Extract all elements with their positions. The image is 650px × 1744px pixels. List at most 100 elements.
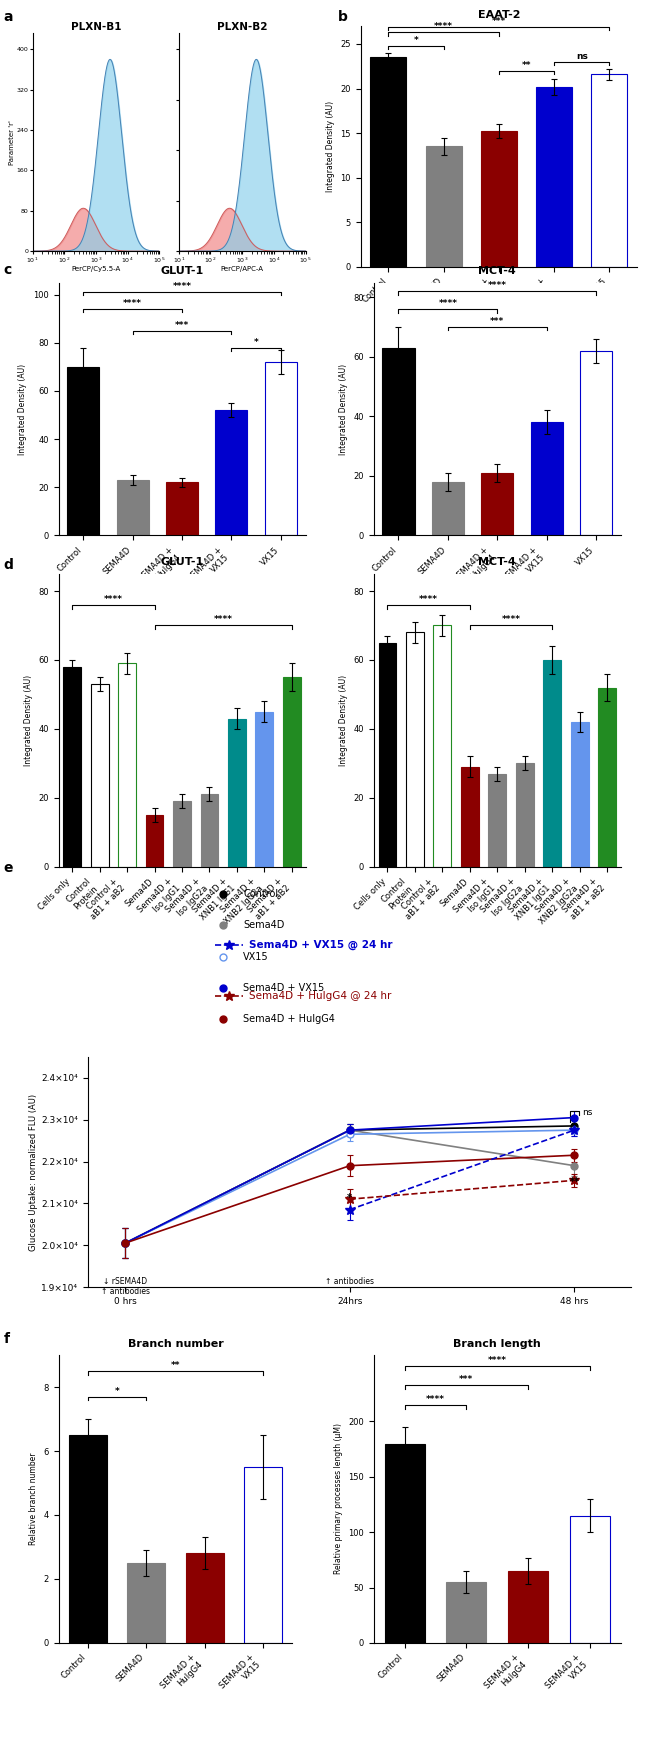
X-axis label: PerCP/Cy5.5-A: PerCP/Cy5.5-A bbox=[72, 267, 120, 272]
Bar bbox=[508, 1571, 548, 1643]
Text: *: * bbox=[254, 338, 259, 347]
Y-axis label: Parameter 'r': Parameter 'r' bbox=[9, 120, 15, 164]
Text: a: a bbox=[3, 10, 13, 24]
Bar bbox=[592, 75, 627, 267]
Bar bbox=[116, 480, 149, 535]
Text: ***: *** bbox=[460, 1374, 473, 1383]
Bar bbox=[200, 794, 218, 867]
Text: ****: **** bbox=[214, 616, 233, 624]
Text: d: d bbox=[3, 558, 13, 572]
Bar bbox=[426, 146, 461, 267]
Text: **: ** bbox=[522, 61, 531, 70]
Bar bbox=[146, 814, 164, 867]
Y-axis label: Integrated Density (AU): Integrated Density (AU) bbox=[339, 363, 348, 455]
Text: ****: **** bbox=[123, 298, 142, 309]
Title: GLUT-1: GLUT-1 bbox=[161, 558, 203, 567]
Bar bbox=[382, 349, 415, 535]
Text: *: * bbox=[347, 1193, 352, 1203]
Text: ****: **** bbox=[501, 616, 521, 624]
Bar bbox=[488, 774, 506, 867]
Text: *: * bbox=[413, 37, 419, 45]
Text: ns: ns bbox=[582, 1107, 592, 1116]
Text: ****: **** bbox=[488, 1357, 507, 1366]
Bar bbox=[127, 1563, 165, 1643]
Y-axis label: Integrated Density (AU): Integrated Density (AU) bbox=[339, 675, 348, 766]
Bar bbox=[406, 633, 424, 867]
Bar bbox=[255, 712, 273, 867]
Text: ***: *** bbox=[175, 321, 189, 330]
Bar bbox=[215, 410, 248, 535]
Y-axis label: Integrated Density (AU): Integrated Density (AU) bbox=[23, 675, 32, 766]
Text: ***: *** bbox=[490, 317, 504, 326]
Text: Sema4D + VX15: Sema4D + VX15 bbox=[243, 984, 324, 992]
Y-axis label: Integrated Density (AU): Integrated Density (AU) bbox=[18, 363, 27, 455]
Title: EAAT-2: EAAT-2 bbox=[478, 10, 520, 19]
Bar bbox=[385, 1444, 424, 1643]
Text: ****: **** bbox=[104, 595, 123, 603]
Bar bbox=[543, 659, 561, 867]
Title: PLXN-B2: PLXN-B2 bbox=[217, 23, 267, 33]
Bar bbox=[228, 719, 246, 867]
Text: *: * bbox=[114, 1386, 120, 1395]
Bar bbox=[69, 1435, 107, 1643]
Bar bbox=[580, 351, 612, 535]
Bar bbox=[570, 1516, 610, 1643]
Bar bbox=[481, 131, 517, 267]
Text: ****: **** bbox=[426, 1395, 445, 1404]
Bar bbox=[63, 666, 81, 867]
Bar bbox=[166, 483, 198, 535]
Bar bbox=[536, 87, 572, 267]
Bar bbox=[530, 422, 563, 535]
Title: GLUT-1: GLUT-1 bbox=[161, 267, 203, 276]
Text: **: ** bbox=[569, 1177, 579, 1186]
Title: Branch number: Branch number bbox=[127, 1339, 224, 1348]
Bar bbox=[370, 58, 406, 267]
Y-axis label: Relative primary processes length (μM): Relative primary processes length (μM) bbox=[333, 1423, 343, 1575]
Bar bbox=[378, 644, 396, 867]
Text: ****: **** bbox=[419, 595, 438, 603]
Bar bbox=[244, 1467, 282, 1643]
X-axis label: PerCP/APC-A: PerCP/APC-A bbox=[220, 267, 264, 272]
Bar bbox=[571, 722, 588, 867]
Y-axis label: Relative branch number: Relative branch number bbox=[29, 1453, 38, 1545]
Text: ****: **** bbox=[172, 283, 192, 291]
Text: ***: *** bbox=[492, 17, 506, 26]
Title: MCT-4: MCT-4 bbox=[478, 558, 516, 567]
Bar bbox=[283, 677, 301, 867]
Title: Branch length: Branch length bbox=[454, 1339, 541, 1348]
Text: c: c bbox=[3, 263, 12, 277]
Bar bbox=[434, 626, 451, 867]
Bar bbox=[118, 663, 136, 867]
Text: ****: **** bbox=[438, 300, 458, 309]
Text: ns: ns bbox=[576, 52, 588, 61]
Y-axis label: Integrated Density (AU): Integrated Density (AU) bbox=[326, 101, 335, 192]
Bar bbox=[67, 366, 99, 535]
Text: f: f bbox=[3, 1332, 9, 1346]
Text: ↑ antibodies: ↑ antibodies bbox=[325, 1277, 374, 1285]
Bar bbox=[432, 481, 464, 535]
Text: b: b bbox=[338, 10, 348, 24]
Text: Sema4D + HuIgG4 @ 24 hr: Sema4D + HuIgG4 @ 24 hr bbox=[250, 991, 392, 1001]
Text: **: ** bbox=[171, 1360, 180, 1371]
Text: e: e bbox=[3, 862, 13, 875]
Bar bbox=[461, 767, 478, 867]
Bar bbox=[186, 1554, 224, 1643]
Bar bbox=[598, 687, 616, 867]
Bar bbox=[516, 764, 534, 867]
Bar bbox=[173, 800, 191, 867]
Text: Control: Control bbox=[243, 889, 278, 900]
Text: ↓ rSEMA4D
↑ antibodies: ↓ rSEMA4D ↑ antibodies bbox=[101, 1277, 150, 1296]
Title: PLXN-B1: PLXN-B1 bbox=[71, 23, 121, 33]
Text: ****: **** bbox=[488, 281, 507, 291]
Title: MCT-4: MCT-4 bbox=[478, 267, 516, 276]
Bar bbox=[481, 473, 514, 535]
Y-axis label: Glucose Uptake: normalized FLU (AU): Glucose Uptake: normalized FLU (AU) bbox=[29, 1093, 38, 1250]
Bar bbox=[91, 684, 109, 867]
Bar bbox=[265, 363, 297, 535]
Text: ****: **** bbox=[434, 23, 453, 31]
Text: Sema4D + VX15 @ 24 hr: Sema4D + VX15 @ 24 hr bbox=[250, 940, 393, 950]
Text: Sema4D + HuIgG4: Sema4D + HuIgG4 bbox=[243, 1015, 335, 1024]
Text: VX15: VX15 bbox=[243, 952, 269, 961]
Bar bbox=[447, 1582, 486, 1643]
Text: Sema4D: Sema4D bbox=[243, 921, 285, 931]
